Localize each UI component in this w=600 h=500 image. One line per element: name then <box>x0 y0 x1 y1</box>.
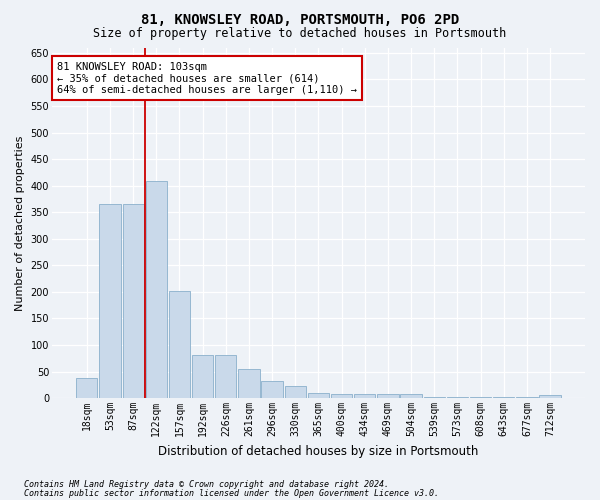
Bar <box>516 397 538 398</box>
Text: 81 KNOWSLEY ROAD: 103sqm
← 35% of detached houses are smaller (614)
64% of semi-: 81 KNOWSLEY ROAD: 103sqm ← 35% of detach… <box>57 62 357 94</box>
Bar <box>470 397 491 398</box>
Bar <box>100 204 121 398</box>
Bar <box>377 394 398 398</box>
Bar <box>424 397 445 398</box>
Bar <box>146 182 167 398</box>
Bar <box>76 378 97 398</box>
Text: 81, KNOWSLEY ROAD, PORTSMOUTH, PO6 2PD: 81, KNOWSLEY ROAD, PORTSMOUTH, PO6 2PD <box>141 12 459 26</box>
Bar <box>493 397 514 398</box>
Bar <box>400 394 422 398</box>
Bar <box>122 204 144 398</box>
Bar <box>447 397 468 398</box>
Text: Size of property relative to detached houses in Portsmouth: Size of property relative to detached ho… <box>94 28 506 40</box>
Bar <box>262 380 283 398</box>
Y-axis label: Number of detached properties: Number of detached properties <box>15 135 25 310</box>
Text: Contains HM Land Registry data © Crown copyright and database right 2024.: Contains HM Land Registry data © Crown c… <box>24 480 389 489</box>
Bar <box>169 291 190 398</box>
Bar <box>238 369 260 398</box>
Bar <box>539 396 561 398</box>
Bar <box>284 386 306 398</box>
Bar <box>192 355 214 398</box>
Bar <box>354 394 376 398</box>
X-axis label: Distribution of detached houses by size in Portsmouth: Distribution of detached houses by size … <box>158 444 479 458</box>
Bar <box>331 394 352 398</box>
Bar <box>308 393 329 398</box>
Bar <box>215 355 236 398</box>
Text: Contains public sector information licensed under the Open Government Licence v3: Contains public sector information licen… <box>24 488 439 498</box>
